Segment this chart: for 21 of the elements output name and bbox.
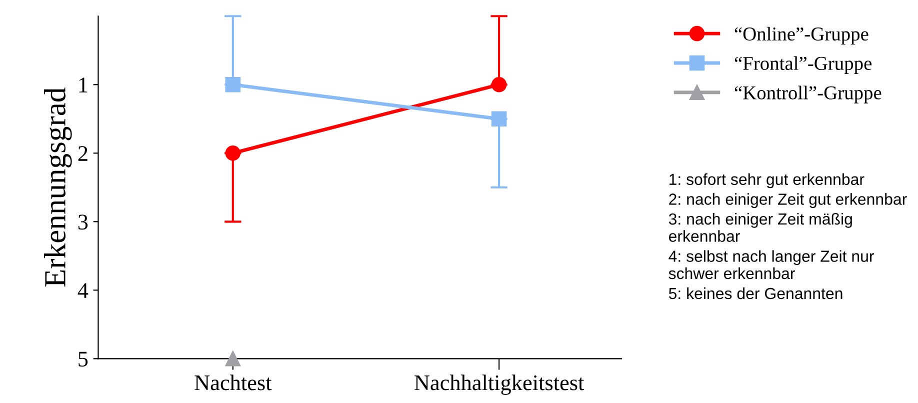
text: 4: selbst nach langer Zeit nur schwer erkennbar <box>668 250 874 280</box>
y-tick-label: 4 <box>78 283 88 298</box>
text: 5: keines der Genannten <box>668 287 842 300</box>
y-tick-label: 5 <box>78 352 88 367</box>
x-tick-label: Nachhaltigkeitstest <box>414 374 584 395</box>
point <box>225 76 241 92</box>
text: 3: nach einiger Zeit mäßig erkennbar <box>668 212 852 242</box>
y-axis-title: Erkennungsgrad <box>44 88 72 287</box>
text: 2: nach einiger Zeit gut erkennbar <box>669 193 907 208</box>
point <box>491 111 507 127</box>
legend-label: “Kontroll”-Gruppe <box>734 86 882 104</box>
y-tick-label: 2 <box>78 146 88 161</box>
y-tick-label: 1 <box>79 78 88 92</box>
legend-label: “Online”-Gruppe <box>734 26 868 45</box>
legend-label: “Frontal”-Gruppe <box>734 56 872 74</box>
y-tick-label: 3 <box>78 214 88 230</box>
x-tick-label: Nachtest <box>194 374 272 390</box>
point <box>225 351 241 366</box>
point <box>491 76 507 92</box>
text: 1: sofort sehr gut erkennbar <box>670 173 864 188</box>
point <box>225 146 241 161</box>
